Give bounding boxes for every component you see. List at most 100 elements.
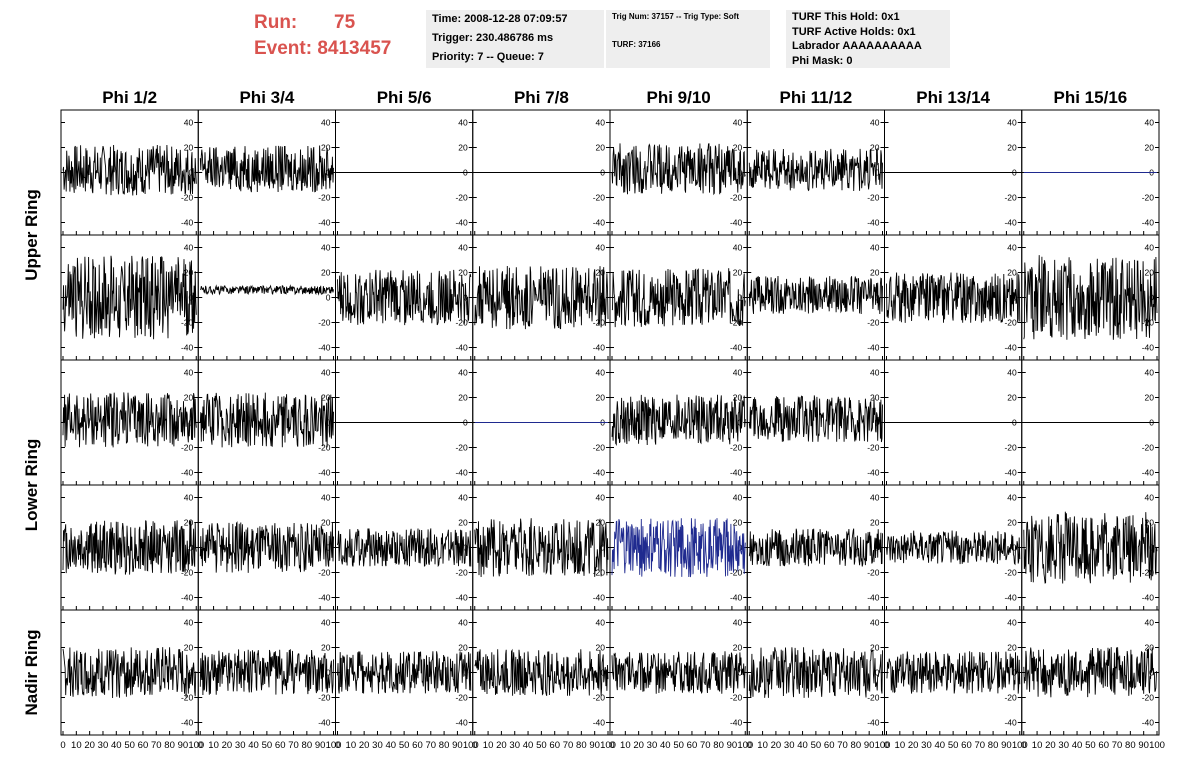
y-tick-label: -20 [181, 193, 194, 203]
waveform-trace [200, 284, 334, 296]
x-tick-label: 40 [523, 740, 534, 751]
y-tick-label: 40 [1007, 368, 1017, 378]
x-tick-label: 80 [164, 740, 175, 751]
y-tick-label: -40 [318, 218, 331, 228]
y-tick-label: 40 [1007, 618, 1017, 628]
y-tick-label: -40 [1004, 718, 1017, 728]
waveform-trace [611, 268, 746, 328]
x-tick-label: 40 [248, 740, 259, 751]
y-tick-label: -40 [1142, 468, 1155, 478]
y-tick-label: -40 [867, 343, 880, 353]
waveform-trace [611, 394, 746, 446]
x-tick-label: 30 [235, 740, 246, 751]
x-tick-label: 90 [727, 740, 738, 751]
x-tick-label: 80 [576, 740, 587, 751]
turf-hold-text: TURF This Hold: 0x1 [792, 11, 900, 23]
y-tick-label: 40 [596, 493, 606, 503]
run-label: Run: [254, 12, 298, 33]
y-tick-label: 40 [1145, 618, 1155, 628]
y-tick-label: 20 [458, 268, 468, 278]
y-tick-label: -20 [730, 693, 743, 703]
y-tick-label: 20 [321, 643, 331, 653]
y-tick-label: -40 [318, 718, 331, 728]
x-tick-label: 0 [198, 740, 203, 751]
y-tick-label: 20 [458, 643, 468, 653]
column-title: Phi 3/4 [239, 88, 294, 107]
x-tick-label: 60 [275, 740, 286, 751]
y-tick-label: 20 [733, 268, 743, 278]
y-tick-label: -40 [730, 718, 743, 728]
y-tick-label: -20 [455, 568, 468, 578]
x-tick-label: 40 [660, 740, 671, 751]
x-tick-label: 40 [797, 740, 808, 751]
y-tick-label: 40 [596, 118, 606, 128]
y-tick-label: -40 [318, 343, 331, 353]
y-tick-label: -20 [1004, 693, 1017, 703]
waveform-trace [474, 648, 609, 696]
y-tick-label: 20 [458, 518, 468, 528]
y-tick-label: -20 [1142, 318, 1155, 328]
y-tick-label: 20 [870, 268, 880, 278]
y-tick-label: 40 [458, 118, 468, 128]
y-tick-label: -20 [1142, 443, 1155, 453]
turf-number-text: TURF: 37166 [612, 40, 661, 49]
x-tick-label: 30 [784, 740, 795, 751]
time-text: Time: 2008-12-28 07:09:57 [432, 13, 568, 25]
x-tick-label: 80 [713, 740, 724, 751]
y-tick-label: -20 [318, 193, 331, 203]
x-tick-label: 90 [315, 740, 326, 751]
y-tick-label: -40 [181, 218, 194, 228]
x-tick-label: 30 [1058, 740, 1069, 751]
y-tick-label: -20 [730, 318, 743, 328]
y-tick-label: -40 [1004, 343, 1017, 353]
y-tick-label: 20 [1007, 143, 1017, 153]
x-tick-label: 100 [463, 740, 479, 751]
y-tick-label: 0 [738, 668, 743, 678]
y-tick-label: -20 [593, 193, 606, 203]
x-tick-label: 50 [399, 740, 410, 751]
y-tick-label: -40 [455, 593, 468, 603]
y-tick-label: -20 [181, 443, 194, 453]
y-tick-label: 40 [870, 618, 880, 628]
x-tick-label: 60 [549, 740, 560, 751]
time-info-box: Time: 2008-12-28 07:09:57 Trigger: 230.4… [426, 10, 604, 68]
y-tick-label: 40 [733, 118, 743, 128]
y-tick-label: 20 [184, 643, 194, 653]
x-tick-label: 60 [961, 740, 972, 751]
waveform-trace [337, 651, 472, 694]
y-tick-label: 40 [1007, 493, 1017, 503]
x-tick-label: 0 [335, 740, 340, 751]
waveform-trace [886, 651, 1021, 694]
y-tick-label: -40 [593, 718, 606, 728]
y-tick-label: 0 [326, 668, 331, 678]
y-tick-label: -20 [1142, 693, 1155, 703]
y-tick-label: -20 [867, 693, 880, 703]
y-tick-label: 20 [733, 143, 743, 153]
y-tick-label: 40 [184, 118, 194, 128]
event-line: Event: 8413457 [254, 36, 391, 62]
y-tick-label: -40 [593, 593, 606, 603]
y-tick-label: -20 [318, 693, 331, 703]
waveform-trace [748, 147, 883, 192]
run-event-block: Run: 75 Event: 8413457 [254, 10, 391, 62]
y-tick-label: 40 [458, 243, 468, 253]
waveform-trace [337, 528, 472, 568]
y-tick-label: 20 [870, 393, 880, 403]
x-tick-label: 50 [673, 740, 684, 751]
y-tick-label: -20 [1004, 568, 1017, 578]
waveform-trace [62, 392, 197, 448]
y-tick-label: -40 [1142, 218, 1155, 228]
ring-label: Upper Ring [22, 189, 41, 281]
y-tick-label: 40 [596, 368, 606, 378]
x-tick-label: 20 [1045, 740, 1056, 751]
trigger-info-box: Trig Num: 37157 -- Trig Type: Soft TURF:… [606, 10, 770, 68]
y-tick-label: -20 [318, 443, 331, 453]
y-tick-label: 40 [321, 368, 331, 378]
trigger-time-text: Trigger: 230.486786 ms [432, 32, 554, 44]
y-tick-label: -40 [593, 343, 606, 353]
y-tick-label: 20 [1145, 518, 1155, 528]
x-tick-label: 10 [208, 740, 219, 751]
y-tick-label: 20 [1007, 643, 1017, 653]
y-tick-label: 40 [1007, 243, 1017, 253]
y-tick-label: -20 [593, 568, 606, 578]
